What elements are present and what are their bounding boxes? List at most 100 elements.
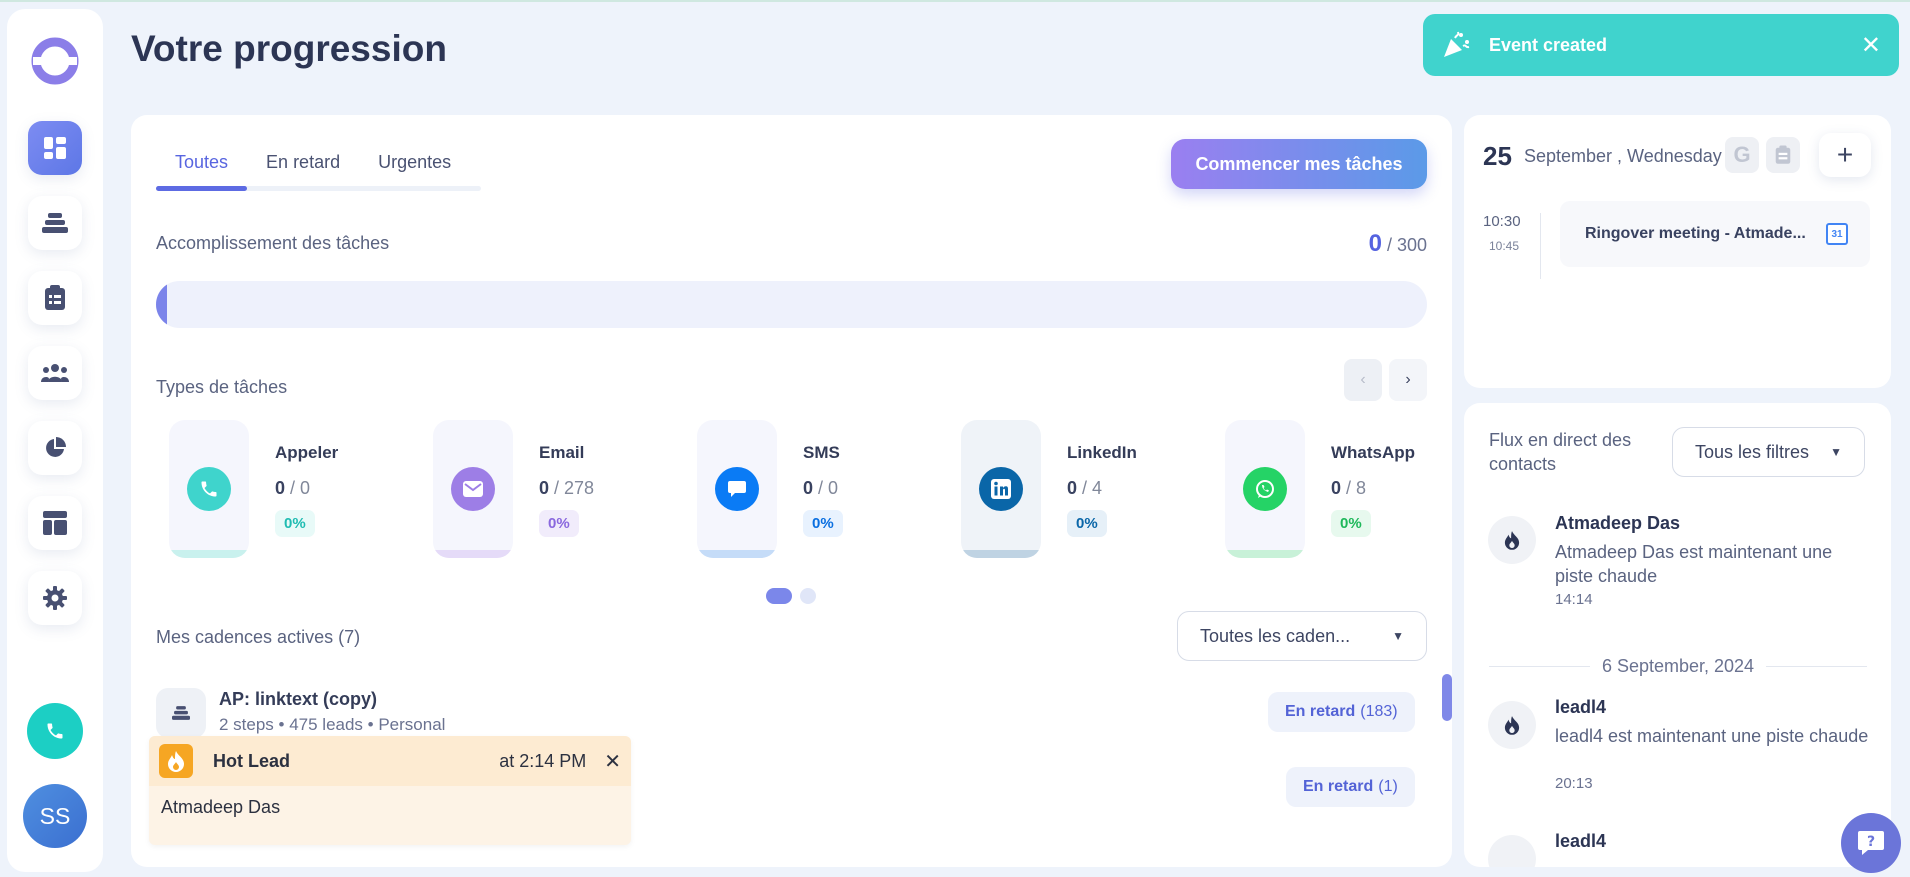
feed-event-time: 20:13 [1555,775,1593,792]
tasks-filter-button[interactable] [1766,137,1800,173]
task-type-name: WhatsApp [1331,443,1416,462]
task-type-call[interactable]: Appeler 0 / 0 0% [169,420,419,560]
call-button[interactable] [27,703,83,759]
app-logo[interactable] [31,37,79,85]
calendar-day-number: 25 [1483,141,1512,171]
feed-contact-name[interactable]: leadl4 [1555,831,1607,851]
task-type-email[interactable]: Email 0 / 278 0% [433,420,683,560]
svg-text:?: ? [1867,834,1875,850]
task-type-percent: 0% [803,510,843,537]
next-page-button[interactable]: › [1389,359,1427,401]
live-feed-card: Flux en direct des contacts Tous les fil… [1464,403,1891,867]
chevron-left-icon: ‹ [1360,371,1366,388]
late-tasks-badge[interactable]: En retard (183) [1268,692,1415,732]
task-type-whatsapp[interactable]: WhatsApp 0 / 8 0% [1225,420,1475,560]
task-type-count: 0 / 4 [1067,478,1103,498]
tab-urgentes[interactable]: Urgentes [378,152,452,172]
event-end-time: 10:45 [1489,239,1520,253]
task-type-count: 0 / 8 [1331,478,1367,498]
cadence-title[interactable]: AP: linktext (copy) [219,689,378,709]
top-accent-line [0,0,1910,2]
nav-cadences-button[interactable] [28,196,82,250]
late-tasks-badge[interactable]: En retard (1) [1286,767,1415,807]
user-avatar[interactable]: SS [23,784,87,848]
fire-icon [1488,835,1536,867]
scrollbar-thumb[interactable] [1442,674,1452,721]
email-icon [451,467,495,511]
task-tabs: Toutes En retard Urgentes [156,151,481,191]
nav-stats-button[interactable] [28,421,82,475]
timeline-divider [1540,213,1541,279]
task-type-percent: 0% [275,510,315,537]
calendar-date-label: September , Wednesday [1524,146,1722,166]
carousel-dot[interactable] [800,588,816,604]
settings-icon [43,586,67,610]
hot-lead-title: Hot Lead [213,750,291,771]
close-icon[interactable]: ✕ [1860,31,1881,59]
cadence-filter-value: Toutes les caden... [1200,625,1351,646]
help-chat-button[interactable]: ? [1841,813,1901,873]
feed-filter-select[interactable]: Tous les filtres ▼ [1672,427,1865,477]
task-type-count: 0 / 0 [803,478,839,498]
calendar-event[interactable]: Ringover meeting - Atmade... 31 [1560,201,1870,267]
task-type-linkedin[interactable]: LinkedIn 0 / 4 0% [961,420,1211,560]
task-type-name: SMS [803,443,840,462]
tab-en-retard[interactable]: En retard [266,152,341,172]
cadence-meta: 2 steps • 475 leads • Personal [219,715,446,734]
nav-settings-button[interactable] [28,571,82,625]
task-type-percent: 0% [1331,510,1371,537]
contacts-icon [41,364,69,382]
task-type-tile [433,420,513,558]
completion-total: / 300 [1386,235,1427,255]
feed-filter-value: Tous les filtres [1695,441,1810,462]
add-event-button[interactable]: + [1819,133,1871,177]
page-title: Votre progression [131,28,447,69]
tabs-track [156,186,481,191]
nav-contacts-button[interactable] [28,346,82,400]
task-type-percent: 0% [1067,510,1107,537]
start-tasks-button[interactable]: Commencer mes tâches [1171,139,1427,189]
completion-progress-fill [156,281,167,328]
task-type-tile [169,420,249,558]
close-icon[interactable]: ✕ [604,750,621,773]
task-type-name: LinkedIn [1067,443,1137,462]
event-created-toast: Event created ✕ [1423,14,1899,76]
completion-label: Accomplissement des tâches [156,233,390,253]
feed-event-text: Atmadeep Das est maintenant une piste ch… [1555,542,1833,586]
phone-icon [187,467,231,511]
task-type-sms[interactable]: SMS 0 / 0 0% [697,420,947,560]
caret-down-icon: ▼ [1392,629,1404,643]
completion-progress-bar [156,281,1427,328]
nav-tasks-button[interactable] [28,271,82,325]
tab-toutes[interactable]: Toutes [156,151,248,191]
feed-contact-name[interactable]: leadl4 [1555,697,1607,717]
task-types-label: Types de tâches [156,377,288,397]
phone-icon [47,723,63,739]
task-type-tile [961,420,1041,558]
event-title: Ringover meeting - Atmade... [1585,225,1806,242]
nav-dashboard-button[interactable] [28,121,82,175]
sidebar: SS [7,9,103,872]
hot-lead-contact-name: Atmadeep Das [161,797,281,817]
feed-contact-name[interactable]: Atmadeep Das [1555,513,1681,533]
carousel-pagination [766,588,816,604]
cadence-filter-select[interactable]: Toutes les caden... ▼ [1177,611,1427,661]
google-icon[interactable]: G [1725,137,1759,173]
toast-message: Event created [1489,34,1608,55]
party-popper-icon [1444,31,1470,57]
task-type-count: 0 / 278 [539,478,595,498]
cadences-icon [156,688,206,738]
task-type-tile [697,420,777,558]
templates-icon [43,511,67,535]
carousel-dot-active[interactable] [766,588,792,604]
event-start-time: 10:30 [1483,213,1521,230]
nav-templates-button[interactable] [28,496,82,550]
completion-done: 0 [1368,230,1382,257]
prev-page-button[interactable]: ‹ [1344,359,1382,401]
task-type-name: Email [539,443,585,462]
plus-icon: + [1836,139,1854,170]
hot-lead-notification[interactable]: Hot Lead at 2:14 PM ✕ Atmadeep Das [149,736,631,845]
task-type-count: 0 / 0 [275,478,311,498]
fire-icon [1488,516,1536,564]
help-chat-icon: ? [1858,831,1884,855]
